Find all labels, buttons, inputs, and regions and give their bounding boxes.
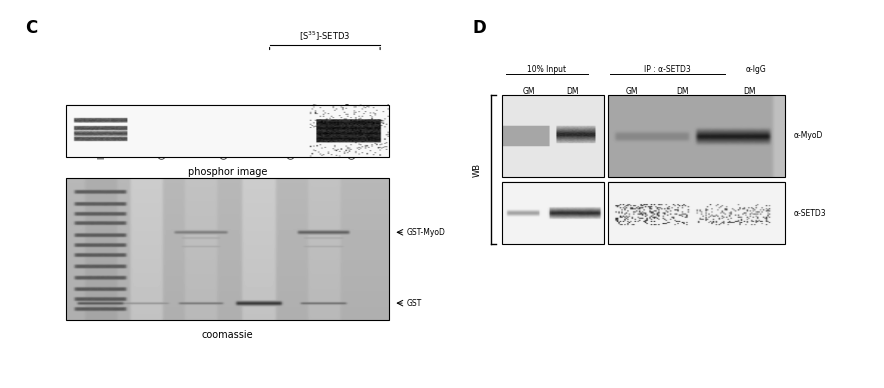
- Text: C: C: [25, 19, 37, 37]
- Text: α-IgG: α-IgG: [745, 65, 766, 74]
- Text: WB: WB: [473, 163, 482, 177]
- Text: α-SETD3: α-SETD3: [794, 209, 827, 218]
- Bar: [608, 182, 785, 244]
- Text: Input: Input: [97, 139, 106, 159]
- Text: GST: GST: [159, 144, 168, 159]
- Text: IP : α-SETD3: IP : α-SETD3: [644, 65, 690, 74]
- Text: phosphor image: phosphor image: [188, 167, 267, 177]
- Text: coomassie: coomassie: [202, 330, 254, 340]
- Text: GST-MyoD: GST-MyoD: [349, 120, 358, 159]
- Text: GST-MyoD: GST-MyoD: [221, 120, 230, 159]
- Bar: [608, 95, 785, 177]
- Bar: [502, 182, 604, 244]
- Text: DM: DM: [676, 87, 689, 96]
- Text: 10% Input: 10% Input: [527, 65, 567, 74]
- Bar: [502, 95, 604, 177]
- Text: D: D: [473, 19, 487, 37]
- Bar: [66, 105, 389, 157]
- Text: [S$^{35}$]-SETD3: [S$^{35}$]-SETD3: [299, 29, 351, 43]
- Text: GM: GM: [626, 87, 638, 96]
- Bar: [66, 178, 389, 320]
- Text: GST: GST: [287, 144, 296, 159]
- Text: α-MyoD: α-MyoD: [794, 131, 823, 140]
- Text: DM: DM: [567, 87, 579, 96]
- Text: GST: GST: [407, 299, 422, 308]
- Text: GM: GM: [522, 87, 535, 96]
- Text: GST-MyoD: GST-MyoD: [407, 228, 446, 237]
- Text: DM: DM: [743, 87, 756, 96]
